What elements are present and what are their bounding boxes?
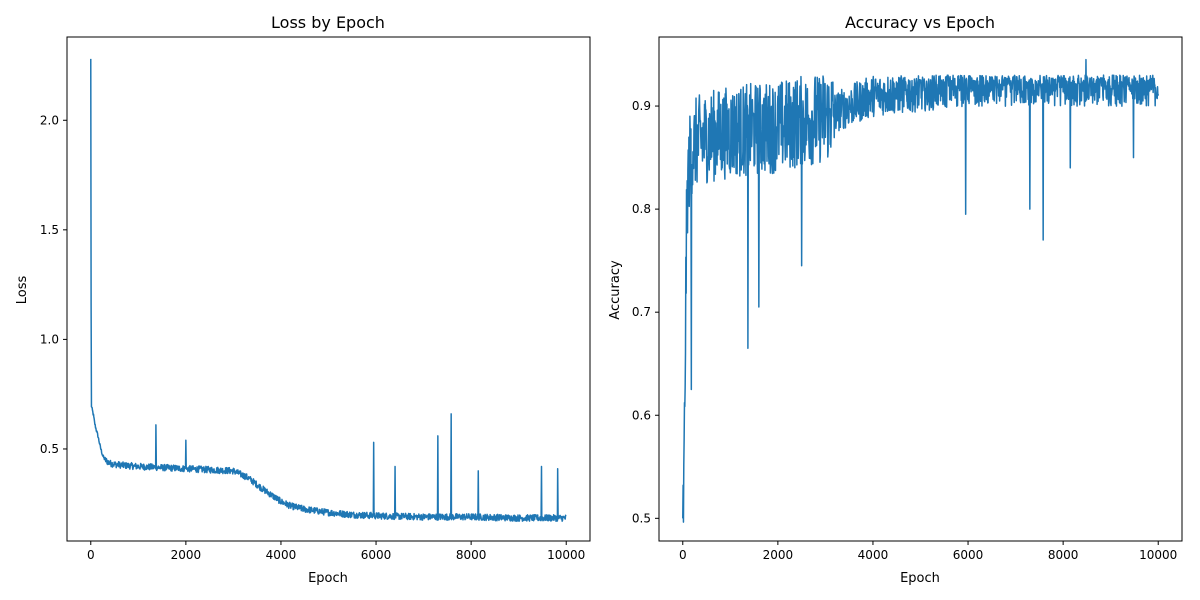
accuracy-chart-xtick-label: 6000: [953, 548, 984, 562]
loss-chart-xtick-label: 10000: [547, 548, 585, 562]
accuracy-chart-line: [682, 58, 1159, 523]
accuracy-chart: Accuracy vs Epoch Epoch Accuracy 0 2000 40…: [608, 13, 1183, 586]
loss-chart-ytick-label: 1.5: [40, 223, 59, 237]
accuracy-chart-ytick-label: 0.9: [632, 99, 651, 113]
accuracy-chart-xtick-label: 2000: [763, 548, 794, 562]
accuracy-chart-ticks: 0 2000 4000 6000 8000 10000 0.5 0.6 0.7 0.8 0.9: [632, 99, 1177, 562]
loss-chart: Loss by Epoch Epoch Loss 0 2000 4000 6000 80…: [15, 13, 591, 586]
accuracy-chart-ytick-label: 0.8: [632, 202, 651, 216]
accuracy-chart-frame: [658, 36, 1183, 542]
loss-chart-frame: [66, 36, 591, 542]
loss-chart-line: [90, 58, 567, 523]
accuracy-chart-ytick-label: 0.5: [632, 511, 651, 525]
accuracy-chart-xtick-label: 8000: [1048, 548, 1079, 562]
loss-chart-xlabel: Epoch: [308, 571, 348, 586]
loss-chart-title: Loss by Epoch: [271, 13, 385, 32]
loss-chart-xtick-label: 4000: [266, 548, 297, 562]
loss-chart-xtick-label: 8000: [456, 548, 487, 562]
accuracy-chart-xtick-label: 0: [679, 548, 687, 562]
loss-chart-xtick-label: 2000: [171, 548, 202, 562]
accuracy-chart-ylabel: Accuracy: [608, 260, 623, 320]
loss-chart-series: [90, 58, 567, 523]
accuracy-chart-title: Accuracy vs Epoch: [845, 13, 995, 32]
accuracy-chart-xtick-label: 10000: [1139, 548, 1177, 562]
loss-chart-ytick-label: 0.5: [40, 442, 59, 456]
accuracy-chart-series: [682, 58, 1159, 523]
accuracy-chart-xtick-label: 4000: [858, 548, 889, 562]
loss-chart-xtick-label: 0: [87, 548, 95, 562]
loss-chart-ylabel: Loss: [15, 276, 30, 305]
loss-chart-xtick-label: 6000: [361, 548, 392, 562]
accuracy-chart-ytick-label: 0.6: [632, 408, 651, 422]
loss-chart-ytick-label: 1.0: [40, 332, 59, 346]
accuracy-chart-xlabel: Epoch: [900, 571, 940, 586]
accuracy-chart-ytick-label: 0.7: [632, 305, 651, 319]
loss-chart-ytick-label: 2.0: [40, 113, 59, 127]
loss-chart-ticks: 0 2000 4000 6000 8000 10000 0.5 1.0 1.5 2.0: [40, 113, 585, 562]
